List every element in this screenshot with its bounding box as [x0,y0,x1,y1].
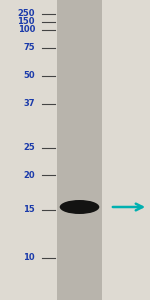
Text: 100: 100 [18,26,35,34]
Text: 50: 50 [23,71,35,80]
Text: 15: 15 [23,206,35,214]
Text: 20: 20 [23,170,35,179]
Text: 250: 250 [18,10,35,19]
Bar [57,0,102,300]
Text: 37: 37 [24,100,35,109]
Text: 75: 75 [23,44,35,52]
Text: 10: 10 [23,254,35,262]
Text: 150: 150 [18,17,35,26]
Ellipse shape [60,200,99,214]
Text: 25: 25 [23,143,35,152]
